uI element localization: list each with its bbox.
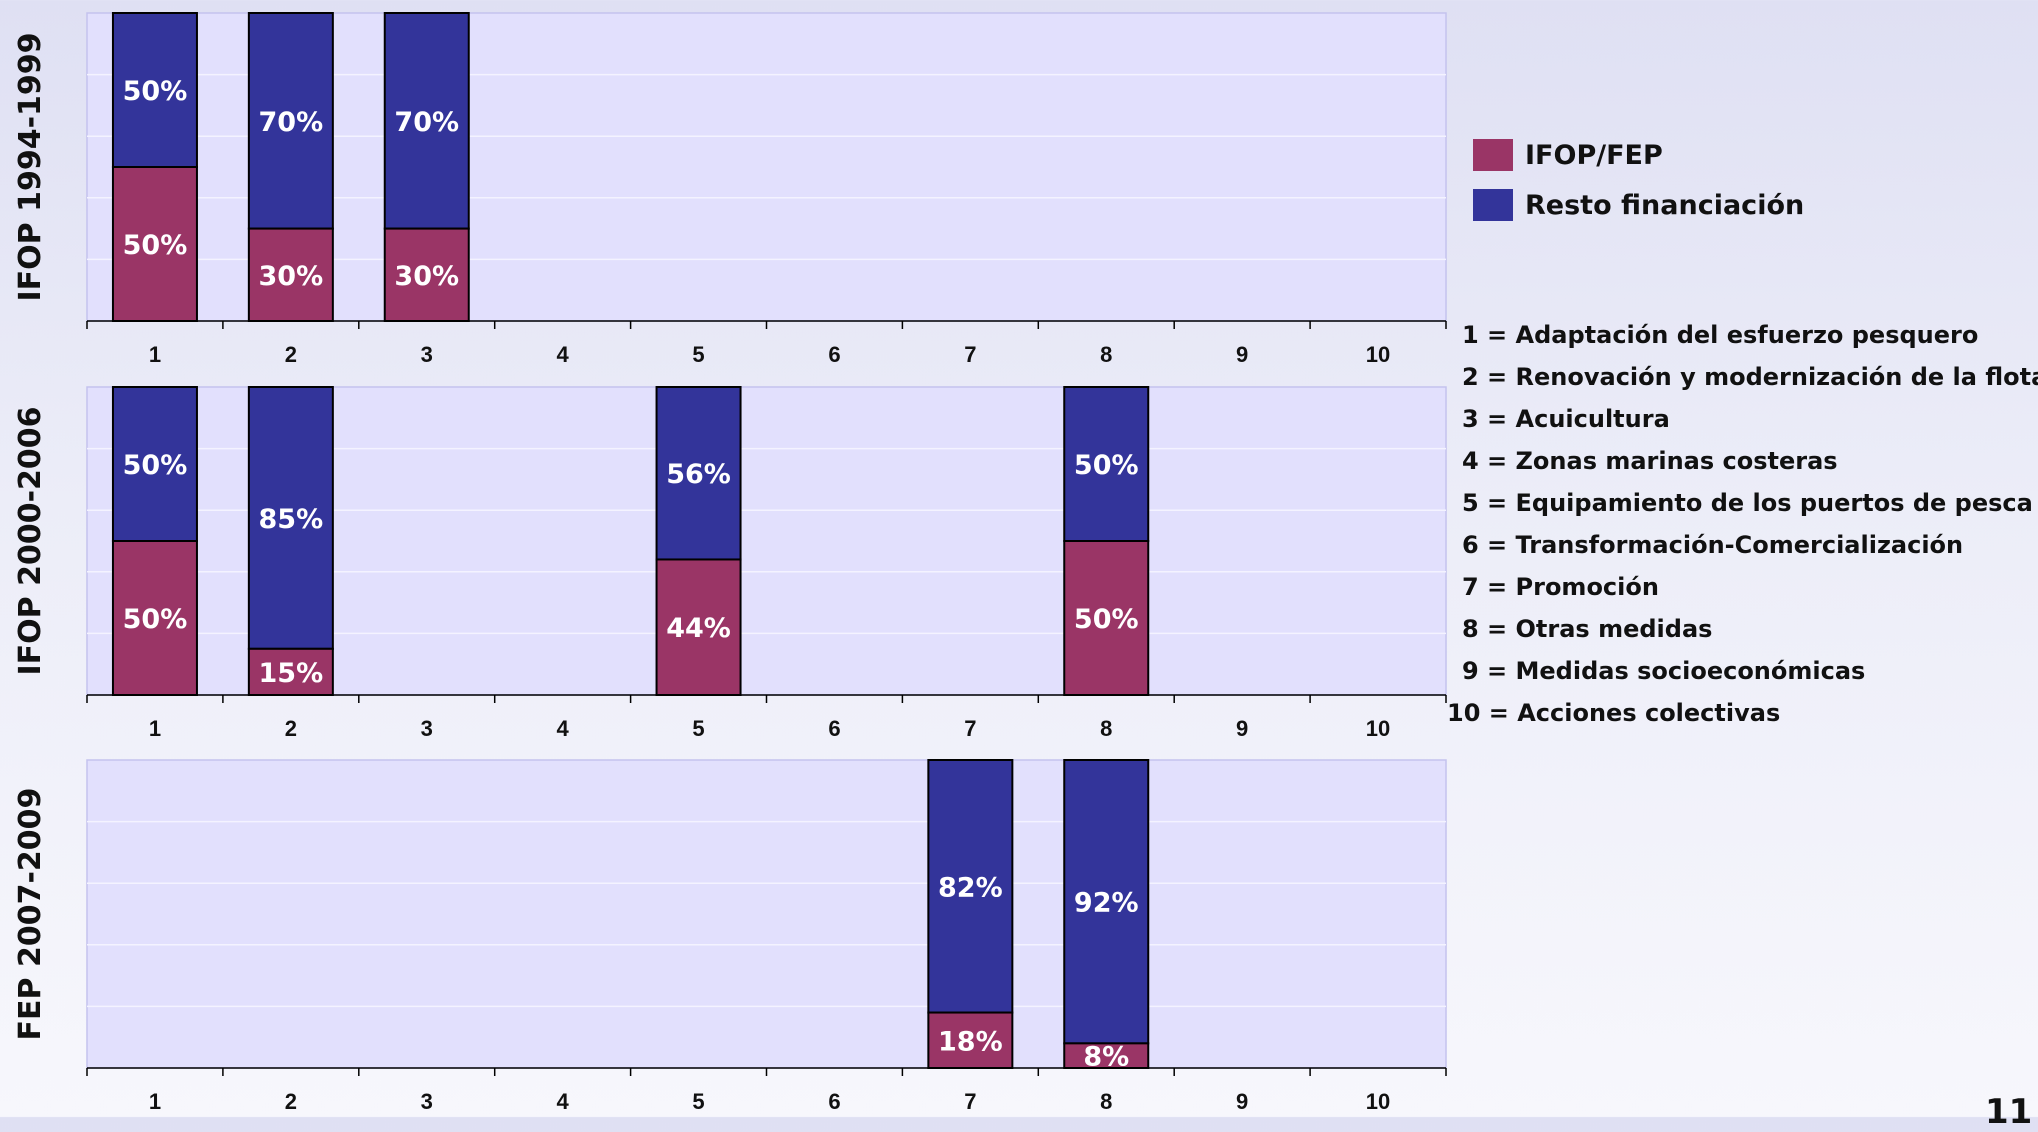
bar-segment-ifop [655, 558, 742, 696]
x-tick-label: 5 [692, 1089, 704, 1114]
bar-segment-resto [111, 12, 198, 168]
bar-segment-resto [1063, 386, 1150, 542]
data-label-resto: 85% [259, 504, 324, 535]
x-tick-label: 4 [557, 716, 570, 741]
bar-segment-ifop [111, 540, 198, 696]
x-tick-label: 2 [285, 716, 297, 741]
x-tick-label: 9 [1236, 716, 1248, 741]
category-key-item: 3 = Acuicultura [1462, 405, 1670, 433]
x-tick-label: 6 [828, 716, 840, 741]
x-tick-label: 3 [421, 716, 433, 741]
data-label-ifop: 50% [123, 604, 188, 635]
category-key-item: 7 = Promoción [1462, 573, 1659, 601]
bar-segment-resto [247, 386, 334, 650]
x-tick-label: 10 [1366, 1089, 1390, 1114]
x-tick-label: 1 [149, 342, 161, 367]
data-label-ifop: 8% [1083, 1042, 1129, 1073]
legend-label-resto: Resto financiación [1525, 189, 1805, 221]
category-key-item: 10 = Acciones colectivas [1447, 699, 1781, 727]
x-tick-label: 7 [964, 716, 976, 741]
x-tick-label: 5 [692, 716, 704, 741]
x-tick-label: 5 [692, 342, 704, 367]
bar-segment-resto [927, 759, 1014, 1014]
x-tick-label: 9 [1236, 1089, 1248, 1114]
data-label-resto: 56% [666, 459, 731, 490]
data-label-ifop: 50% [123, 230, 188, 261]
x-tick-label: 3 [421, 342, 433, 367]
data-label-resto: 82% [938, 872, 1003, 903]
x-tick-label: 1 [149, 716, 161, 741]
legend-item-ifop: IFOP/FEP [1473, 130, 1804, 180]
bar-segment-resto [1063, 759, 1150, 1045]
data-label-resto: 70% [259, 107, 324, 138]
legend-swatch-resto [1473, 189, 1513, 221]
data-label-resto: 70% [394, 107, 459, 138]
x-tick-label: 7 [964, 1089, 976, 1114]
x-tick-label: 3 [421, 1089, 433, 1114]
data-label-resto: 50% [1074, 450, 1139, 481]
category-key-item: 8 = Otras medidas [1462, 615, 1713, 643]
plot-background [86, 759, 1447, 1069]
data-label-ifop: 30% [394, 261, 459, 292]
bar-segment-ifop [383, 227, 470, 323]
x-tick-label: 8 [1100, 342, 1112, 367]
x-tick-label: 10 [1366, 716, 1390, 741]
x-tick-label: 2 [285, 342, 297, 367]
x-tick-label: 7 [964, 342, 976, 367]
bar-segment-ifop [111, 166, 198, 322]
page-number: 11 [1985, 1092, 2033, 1132]
data-label-ifop: 30% [259, 261, 324, 292]
data-label-ifop: 15% [259, 658, 324, 689]
legend-item-resto: Resto financiación [1473, 180, 1804, 230]
category-key-item: 9 = Medidas socioeconómicas [1462, 657, 1866, 685]
category-key-item: 4 = Zonas marinas costeras [1462, 447, 1838, 475]
bar-segment-resto [111, 386, 198, 542]
chart-legend: IFOP/FEP Resto financiación [1473, 130, 1804, 230]
bar-segment-ifop [1063, 540, 1150, 696]
x-tick-label: 4 [557, 342, 570, 367]
data-label-resto: 50% [123, 76, 188, 107]
data-label-resto: 50% [123, 450, 188, 481]
legend-label-ifop: IFOP/FEP [1525, 139, 1663, 171]
bar-segment-ifop [247, 647, 334, 696]
category-key-list: 1 = Adaptación del esfuerzo pesquero 2 =… [1447, 314, 2038, 734]
x-tick-label: 10 [1366, 342, 1390, 367]
x-tick-label: 1 [149, 1089, 161, 1114]
panel-title: FEP 2007-2009 [13, 788, 48, 1041]
data-label-ifop: 44% [666, 613, 731, 644]
category-key-item: 5 = Equipamiento de los puertos de pesca [1462, 489, 2033, 517]
x-tick-label: 2 [285, 1089, 297, 1114]
category-key-item: 6 = Transformación-Comercialización [1462, 531, 1964, 559]
bar-segment-ifop [927, 1011, 1014, 1069]
x-tick-label: 8 [1100, 716, 1112, 741]
x-tick-label: 8 [1100, 1089, 1112, 1114]
x-tick-label: 6 [828, 342, 840, 367]
legend-swatch-ifop [1473, 139, 1513, 171]
category-key-item: 1 = Adaptación del esfuerzo pesquero [1462, 321, 1979, 349]
bar-segment-ifop [1063, 1042, 1150, 1069]
bar-segment-ifop [247, 227, 334, 323]
x-tick-label: 9 [1236, 342, 1248, 367]
bar-segment-resto [383, 12, 470, 230]
data-label-ifop: 18% [938, 1026, 1003, 1057]
x-tick-label: 6 [828, 1089, 840, 1114]
panel-title: IFOP 1994-1999 [13, 32, 48, 301]
bar-segment-resto [655, 386, 742, 561]
x-tick-label: 4 [557, 1089, 570, 1114]
data-label-ifop: 50% [1074, 604, 1139, 635]
category-key-item: 2 = Renovación y modernización de la flo… [1462, 363, 2038, 391]
panel-title: IFOP 2000-2006 [13, 406, 48, 675]
data-label-resto: 92% [1074, 888, 1139, 919]
